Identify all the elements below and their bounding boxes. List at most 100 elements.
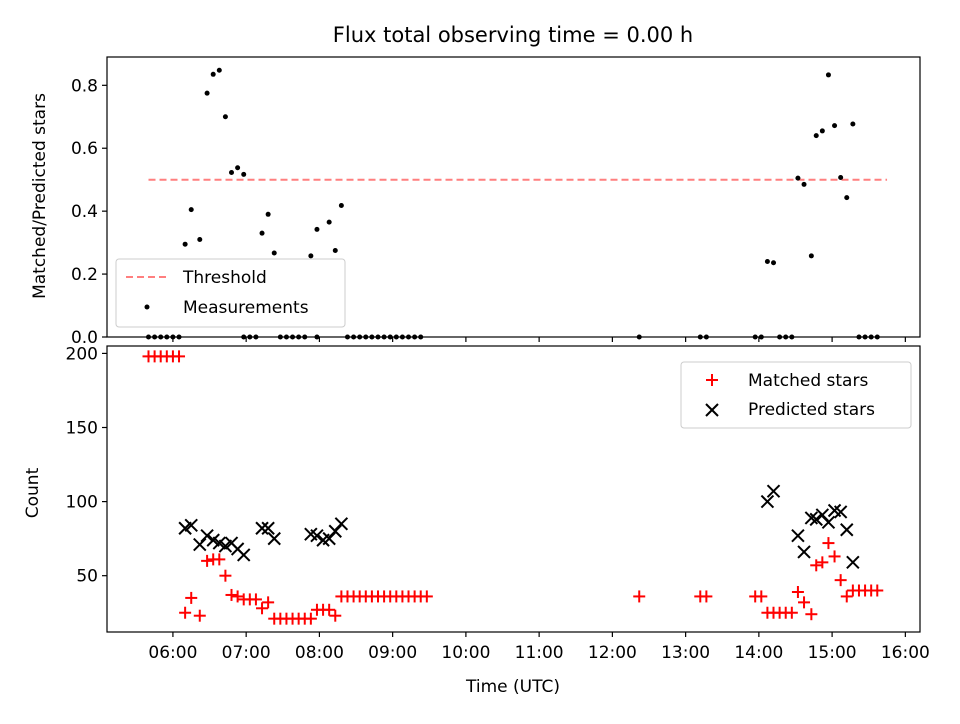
predicted-stars-point xyxy=(821,515,836,530)
measurement-point xyxy=(801,181,807,187)
bottom-y-tick-label: 200 xyxy=(66,344,98,364)
measurement-point xyxy=(308,253,314,259)
matched-stars-point xyxy=(828,550,841,563)
matched-stars-point xyxy=(840,590,853,603)
x-tick-label: 10:00 xyxy=(441,643,490,663)
predicted-stars-point xyxy=(833,505,848,519)
bottom-axes-frame xyxy=(106,345,921,633)
measurement-point xyxy=(271,250,277,256)
matched-stars-point xyxy=(700,590,713,603)
x-tick-label: 09:00 xyxy=(368,643,417,663)
measurements-legend-marker xyxy=(144,304,150,310)
predicted-stars-point xyxy=(237,548,251,562)
matched-stars-point xyxy=(262,596,275,609)
matched-stars-point xyxy=(805,608,818,621)
x-tick-label: 06:00 xyxy=(148,643,197,663)
matched-stars-point xyxy=(791,585,804,598)
matched-legend-marker xyxy=(706,374,718,386)
predicted-stars-point xyxy=(846,555,860,570)
measurement-point xyxy=(819,128,825,134)
measurement-point xyxy=(326,219,332,225)
matched-stars-point xyxy=(420,590,433,603)
predicted-stars-point xyxy=(804,511,819,525)
predicted-stars-point xyxy=(334,517,349,531)
matched-stars-point xyxy=(816,556,829,569)
measurement-point xyxy=(825,72,831,78)
measurement-point xyxy=(850,121,856,127)
matched-stars-point xyxy=(201,554,214,567)
matched-stars-point xyxy=(256,602,269,615)
predicted-stars-point xyxy=(200,528,214,543)
measurement-point xyxy=(216,67,222,73)
matched-stars-point xyxy=(798,596,811,609)
measurement-point xyxy=(222,114,228,120)
measurements-legend-label: Measurements xyxy=(183,298,309,318)
measurement-point xyxy=(832,123,838,129)
matched-legend-label: Matched stars xyxy=(748,371,868,391)
matched-stars-point xyxy=(822,537,835,550)
matched-stars-point xyxy=(834,574,847,587)
top-y-tick-label: 0.2 xyxy=(71,265,98,285)
predicted-stars-point xyxy=(267,531,281,546)
x-tick-label: 13:00 xyxy=(661,643,710,663)
matched-stars-point xyxy=(329,609,342,622)
matched-stars-point xyxy=(213,553,226,566)
top-y-tick-label: 0.8 xyxy=(71,76,98,96)
bottom-legend: Matched stars Predicted stars xyxy=(680,361,912,429)
top-y-tick-label: 0.0 xyxy=(71,328,98,348)
measurement-point xyxy=(259,230,265,236)
matched-stars-point xyxy=(633,590,646,603)
predicted-stars-point xyxy=(255,521,269,535)
x-tick-label: 14:00 xyxy=(734,643,783,663)
matched-stars-point xyxy=(185,591,198,604)
matched-stars-point xyxy=(323,603,336,616)
matched-stars-point xyxy=(304,612,317,625)
measurement-point xyxy=(265,211,271,217)
top-legend-box xyxy=(115,258,346,328)
predicted-stars-point xyxy=(193,537,207,552)
bottom-y-tick-label: 50 xyxy=(76,567,98,587)
measurement-point xyxy=(813,133,819,139)
predicted-stars-point xyxy=(840,523,854,537)
x-tick-label: 15:00 xyxy=(808,643,857,663)
matched-stars-point xyxy=(179,606,192,619)
top-legend: Threshold Measurements xyxy=(115,258,346,328)
predicted-stars-point xyxy=(760,494,775,509)
bottom-plot-area: 50 100 150 200 06:00 07:00 08:00 09:00 10:00 11:0… xyxy=(66,344,930,663)
x-tick-label: 11:00 xyxy=(515,643,564,663)
matched-stars-point xyxy=(871,584,884,597)
predicted-stars-point xyxy=(809,512,823,527)
matched-stars-point xyxy=(225,588,238,601)
measurement-point xyxy=(204,90,210,96)
bottom-y-tick-label: 150 xyxy=(66,419,98,439)
bottom-y-axis-label: Count xyxy=(23,467,43,518)
predicted-stars-point xyxy=(184,518,198,533)
top-y-tick-label: 0.4 xyxy=(71,202,98,222)
matched-stars-point xyxy=(249,593,262,606)
measurement-point xyxy=(838,174,844,180)
measurement-point xyxy=(795,175,801,181)
measurement-point xyxy=(771,260,777,266)
measurement-point xyxy=(332,247,338,253)
matched-stars-point xyxy=(193,609,206,622)
x-tick-label: 16:00 xyxy=(881,643,930,663)
measurement-point xyxy=(210,71,216,77)
predicted-stars-point xyxy=(797,545,811,559)
measurement-point xyxy=(314,226,320,232)
matched-stars-point xyxy=(173,350,186,363)
threshold-legend-label: Threshold xyxy=(182,268,267,288)
top-y-axis-label: Matched/Predicted stars xyxy=(30,93,50,299)
top-plot-area: 0.0 0.2 0.4 0.6 0.8 xyxy=(71,67,906,348)
predicted-stars-point xyxy=(261,521,275,535)
predicted-stars-point xyxy=(766,484,781,498)
measurement-point xyxy=(229,169,235,175)
measurement-point xyxy=(235,165,241,171)
measurement-point xyxy=(764,258,770,264)
predicted-legend-label: Predicted stars xyxy=(748,400,875,420)
measurement-point xyxy=(338,202,344,208)
measurement-point xyxy=(188,207,194,213)
x-tick-label: 08:00 xyxy=(295,643,344,663)
matched-stars-point xyxy=(231,590,244,603)
